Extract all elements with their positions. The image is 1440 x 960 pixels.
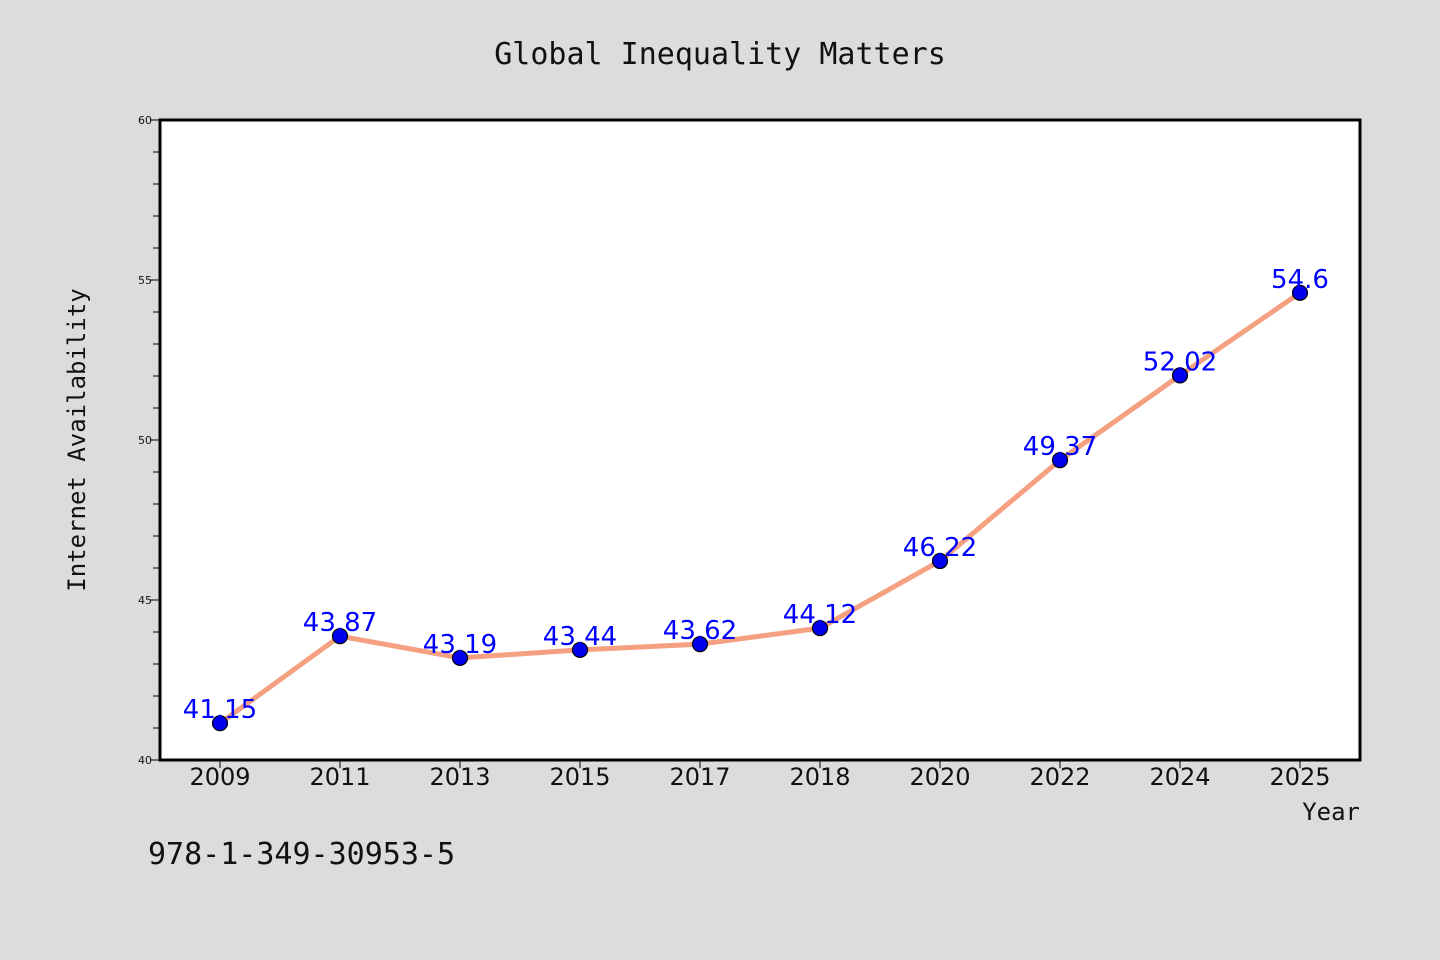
data-label: 43.19 — [423, 630, 497, 660]
data-label: 43.44 — [543, 622, 617, 652]
data-point-marker — [451, 649, 469, 667]
y-tick-label: 50 — [138, 434, 152, 447]
x-tick-label: 2017 — [669, 763, 730, 791]
series-line — [217, 290, 1303, 726]
data-label: 43.62 — [663, 616, 737, 646]
plot-area — [158, 118, 1362, 762]
data-point-marker — [211, 715, 229, 732]
series-layer: 41.15 43.87 43.19 43.44 43.62 44.12 46.22 49.37… — [183, 265, 1329, 732]
x-tick-label: 2009 — [189, 763, 250, 791]
y-tick-label: 40 — [138, 754, 152, 767]
data-point-marker — [691, 636, 709, 653]
x-axis-label: Year — [1302, 798, 1360, 826]
data-point-marker — [571, 641, 589, 659]
isbn-annotation: 978-1-349-30953-5 — [148, 837, 455, 872]
data-label: 41.15 — [183, 695, 257, 725]
y-axis: 40 45 50 55 60 — [138, 114, 160, 767]
x-tick-label: 2024 — [1149, 763, 1210, 791]
y-axis-label: Internet Availability — [63, 288, 91, 591]
x-tick-label: 2011 — [309, 763, 370, 791]
y-tick-label: 55 — [138, 274, 152, 287]
x-tick-label: 2022 — [1029, 763, 1090, 791]
data-point-marker — [811, 620, 829, 637]
y-tick-label: 45 — [138, 594, 152, 607]
data-point-marker — [331, 628, 349, 645]
data-point-marker — [931, 552, 949, 570]
data-point-marker — [1051, 452, 1069, 469]
data-point-marker — [1171, 367, 1189, 384]
y-tick-label: 60 — [138, 114, 152, 127]
data-label: 43.87 — [303, 608, 377, 638]
x-tick-label: 2018 — [789, 763, 850, 791]
data-point-marker — [1291, 284, 1309, 301]
data-label: 46.22 — [903, 533, 977, 563]
x-tick-label: 2025 — [1269, 763, 1330, 791]
data-label: 52.02 — [1143, 347, 1217, 377]
x-tick-label: 2013 — [429, 763, 490, 791]
data-label: 44.12 — [783, 600, 857, 630]
x-axis: 2009 2011 2013 2015 2017 2018 2020 2022 2024 2025 — [189, 760, 1331, 791]
data-label: 54.6 — [1271, 265, 1329, 295]
data-label: 49.37 — [1023, 432, 1097, 462]
x-tick-label: 2015 — [549, 763, 610, 791]
x-tick-label: 2020 — [909, 763, 970, 791]
chart-title: Global Inequality Matters — [494, 37, 946, 72]
